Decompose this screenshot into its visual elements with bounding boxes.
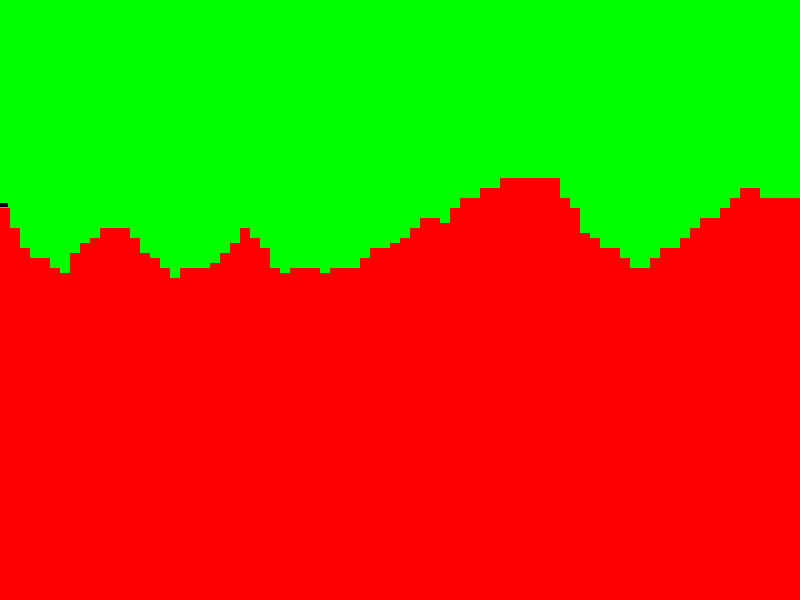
- player-marker: [0, 203, 8, 207]
- ground-terrain: [0, 178, 800, 600]
